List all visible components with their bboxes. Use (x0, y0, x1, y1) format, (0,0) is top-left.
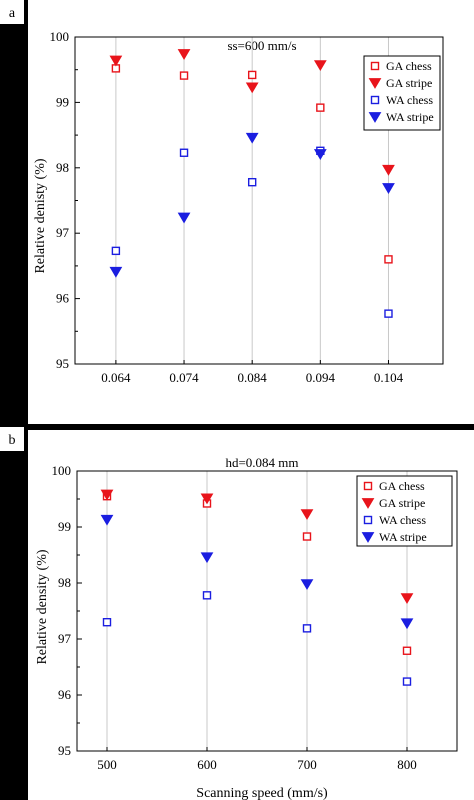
x-tick-label: 700 (297, 757, 317, 772)
panel-a-ticks: 0.064 0.074 0.084 0.094 0.104 95 96 97 98 99 100 (50, 29, 404, 385)
panel-b-annotation: hd=0.084 mm (225, 455, 298, 470)
legend-marker (361, 498, 375, 509)
data-point (402, 646, 412, 655)
data-point (313, 149, 327, 161)
legend-marker (370, 95, 380, 105)
y-tick-label: 95 (58, 743, 71, 758)
legend-marker (368, 112, 382, 123)
y-tick-label: 97 (56, 225, 70, 240)
data-point (300, 509, 314, 521)
panel-b-x-axis-label: Scanning speed (mm/s) (196, 786, 328, 800)
legend-label: WA stripe (379, 530, 427, 544)
data-point (247, 70, 257, 80)
panel-a-legend: GA chess GA stripe WA chess WA stripe (363, 55, 441, 131)
panel-b-ticks: 500 600 700 800 95 96 97 98 99 100 (52, 463, 417, 772)
panel-b-label: b (9, 433, 16, 448)
panel-a-plot-border (74, 36, 444, 365)
data-point (300, 579, 314, 591)
data-point (200, 552, 214, 564)
legend-label: WA chess (379, 513, 426, 527)
data-point (402, 677, 412, 686)
legend-label: WA stripe (386, 110, 434, 124)
data-point (100, 489, 114, 501)
panel-b: b hd=0.084 mm Scanning speed (mm/s) Rela… (0, 427, 474, 800)
data-point (382, 164, 395, 176)
data-point (200, 493, 214, 505)
x-tick-label: 500 (97, 757, 117, 772)
data-point (302, 532, 312, 541)
panel-a-label: a (9, 6, 16, 21)
data-point (177, 49, 191, 60)
data-point (202, 591, 212, 600)
y-tick-label: 100 (52, 463, 72, 478)
x-tick-label: 0.084 (238, 370, 268, 385)
y-tick-label: 97 (58, 631, 72, 646)
data-point (400, 593, 414, 605)
legend-marker (361, 532, 375, 543)
data-point (247, 177, 257, 187)
data-point (302, 624, 312, 633)
x-tick-label: 0.074 (169, 370, 199, 385)
panel-b-data-points (100, 489, 414, 686)
legend-marker (370, 61, 380, 71)
data-point (100, 514, 114, 526)
legend-label: GA chess (386, 59, 432, 73)
data-point (177, 212, 191, 224)
x-tick-label: 0.104 (374, 370, 404, 385)
panel-a: a ss=600 mm/s Hatch distance (mm) Relati… (0, 0, 474, 424)
y-tick-label: 100 (50, 29, 70, 44)
y-tick-label: 96 (56, 291, 70, 306)
x-tick-label: 800 (397, 757, 417, 772)
x-tick-label: 600 (197, 757, 217, 772)
legend-marker (363, 481, 373, 491)
data-point (382, 183, 395, 195)
panel-b-y-axis-label: Relative density (%) (35, 549, 50, 664)
legend-label: GA chess (379, 479, 425, 493)
legend-marker (368, 78, 382, 89)
data-point (400, 618, 414, 630)
y-tick-label: 99 (56, 94, 69, 109)
data-point (109, 266, 123, 278)
panel-a-y-axis-label: Relative denisty (%) (33, 158, 48, 273)
data-point (245, 132, 259, 144)
x-tick-label: 0.094 (306, 370, 336, 385)
data-point (313, 60, 327, 72)
x-tick-label: 0.064 (101, 370, 131, 385)
data-point (384, 255, 393, 264)
panel-b-label-box (0, 427, 24, 451)
y-tick-label: 96 (58, 687, 72, 702)
y-tick-label: 98 (56, 160, 69, 175)
panel-a-label-box (0, 0, 24, 24)
panel-a-data-points (109, 49, 395, 318)
data-point (384, 309, 393, 318)
legend-label: WA chess (386, 93, 433, 107)
y-tick-label: 95 (56, 356, 69, 371)
data-point (102, 618, 112, 627)
panel-a-annotation: ss=600 mm/s (227, 38, 296, 53)
y-tick-label: 99 (58, 519, 71, 534)
data-point (245, 82, 259, 94)
legend-marker (363, 515, 373, 525)
legend-label: GA stripe (386, 76, 432, 90)
data-point (111, 246, 121, 256)
legend-label: GA stripe (379, 496, 425, 510)
data-point (109, 55, 123, 67)
y-tick-label: 98 (58, 575, 71, 590)
data-point (316, 103, 325, 112)
data-point (179, 71, 189, 80)
data-point (179, 148, 189, 157)
panel-b-legend: GA chess GA stripe WA chess WA stripe (356, 475, 453, 547)
panel-b-plot-border (76, 470, 458, 752)
